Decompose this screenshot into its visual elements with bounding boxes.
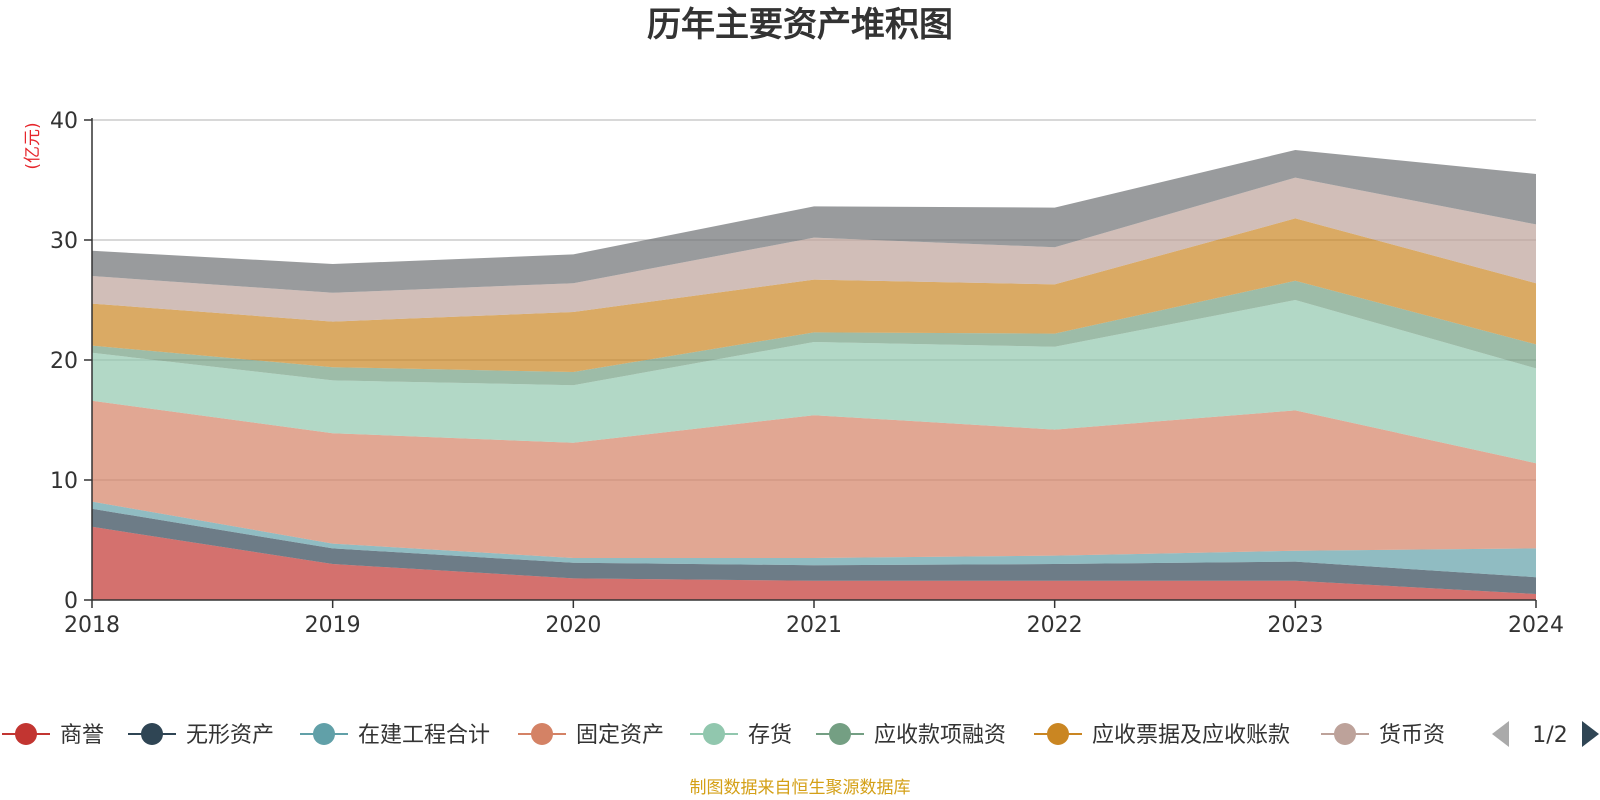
- legend-item[interactable]: 固定资产: [518, 723, 664, 748]
- area-series-7: [92, 218, 1536, 372]
- legend-label: 商誉: [60, 723, 104, 748]
- area-series-8: [92, 177, 1536, 322]
- legend: 商誉 无形资产 在建工程合计 固定资产 存货 应收款项融资 应收票据及应收账款 货币资 1/2: [2, 721, 1599, 748]
- legend-items: 商誉 无形资产 在建工程合计 固定资产 存货 应收款项融资 应收票据及应收账款 货币资: [2, 723, 1445, 748]
- legend-item[interactable]: 在建工程合计: [300, 723, 490, 748]
- legend-item[interactable]: 应收款项融资: [816, 723, 1006, 748]
- legend-label: 存货: [748, 723, 792, 748]
- legend-swatch: [15, 723, 37, 745]
- area-series-2: [92, 508, 1536, 594]
- area-series-4: [92, 400, 1536, 558]
- x-tick-label: 2020: [545, 613, 601, 638]
- x-tick-label: 2021: [786, 613, 842, 638]
- area-series-6: [92, 280, 1536, 386]
- legend-label: 应收票据及应收账款: [1092, 723, 1290, 748]
- legend-item[interactable]: 货币资: [1321, 723, 1445, 748]
- x-tick-label: 2024: [1508, 613, 1564, 638]
- area-series-1: [92, 526, 1536, 600]
- x-tick-label: 2018: [64, 613, 120, 638]
- chart-title: 历年主要资产堆积图: [647, 5, 953, 45]
- legend-next-page-icon[interactable]: [1582, 721, 1599, 747]
- legend-swatch: [703, 723, 725, 745]
- legend-swatch: [829, 723, 851, 745]
- legend-swatch: [1334, 723, 1356, 745]
- legend-label: 无形资产: [186, 723, 274, 748]
- area-series-9: [92, 150, 1536, 293]
- legend-prev-page-icon[interactable]: [1492, 721, 1509, 747]
- area-series: [92, 150, 1536, 600]
- legend-swatch: [313, 723, 335, 745]
- data-source-note: 制图数据来自恒生聚源数据库: [689, 778, 911, 798]
- legend-item[interactable]: 存货: [690, 723, 792, 748]
- axes: 0 10 20 30 40 2018 2019 2020 2021 2022 2023 2024: [50, 109, 1564, 638]
- legend-swatch: [141, 723, 163, 745]
- legend-swatch: [1047, 723, 1069, 745]
- x-tick-label: 2022: [1027, 613, 1083, 638]
- y-tick-label: 40: [50, 109, 78, 134]
- y-tick-label: 10: [50, 469, 78, 494]
- legend-label: 固定资产: [576, 723, 664, 748]
- y-tick-label: 30: [50, 229, 78, 254]
- legend-label: 应收款项融资: [874, 723, 1006, 748]
- area-series-5: [92, 300, 1536, 464]
- y-tick-label: 20: [50, 349, 78, 374]
- legend-label: 货币资: [1379, 723, 1445, 748]
- legend-page-indicator: 1/2: [1532, 723, 1567, 748]
- y-tick-label: 0: [64, 589, 78, 614]
- legend-item[interactable]: 无形资产: [128, 723, 274, 748]
- y-axis-unit-label: (亿元): [23, 122, 43, 169]
- x-tick-label: 2019: [305, 613, 361, 638]
- x-tick-label: 2023: [1267, 613, 1323, 638]
- legend-item[interactable]: 商誉: [2, 723, 104, 748]
- legend-swatch: [531, 723, 553, 745]
- legend-item[interactable]: 应收票据及应收账款: [1034, 723, 1290, 748]
- legend-label: 在建工程合计: [358, 723, 490, 748]
- area-series-3: [92, 501, 1536, 578]
